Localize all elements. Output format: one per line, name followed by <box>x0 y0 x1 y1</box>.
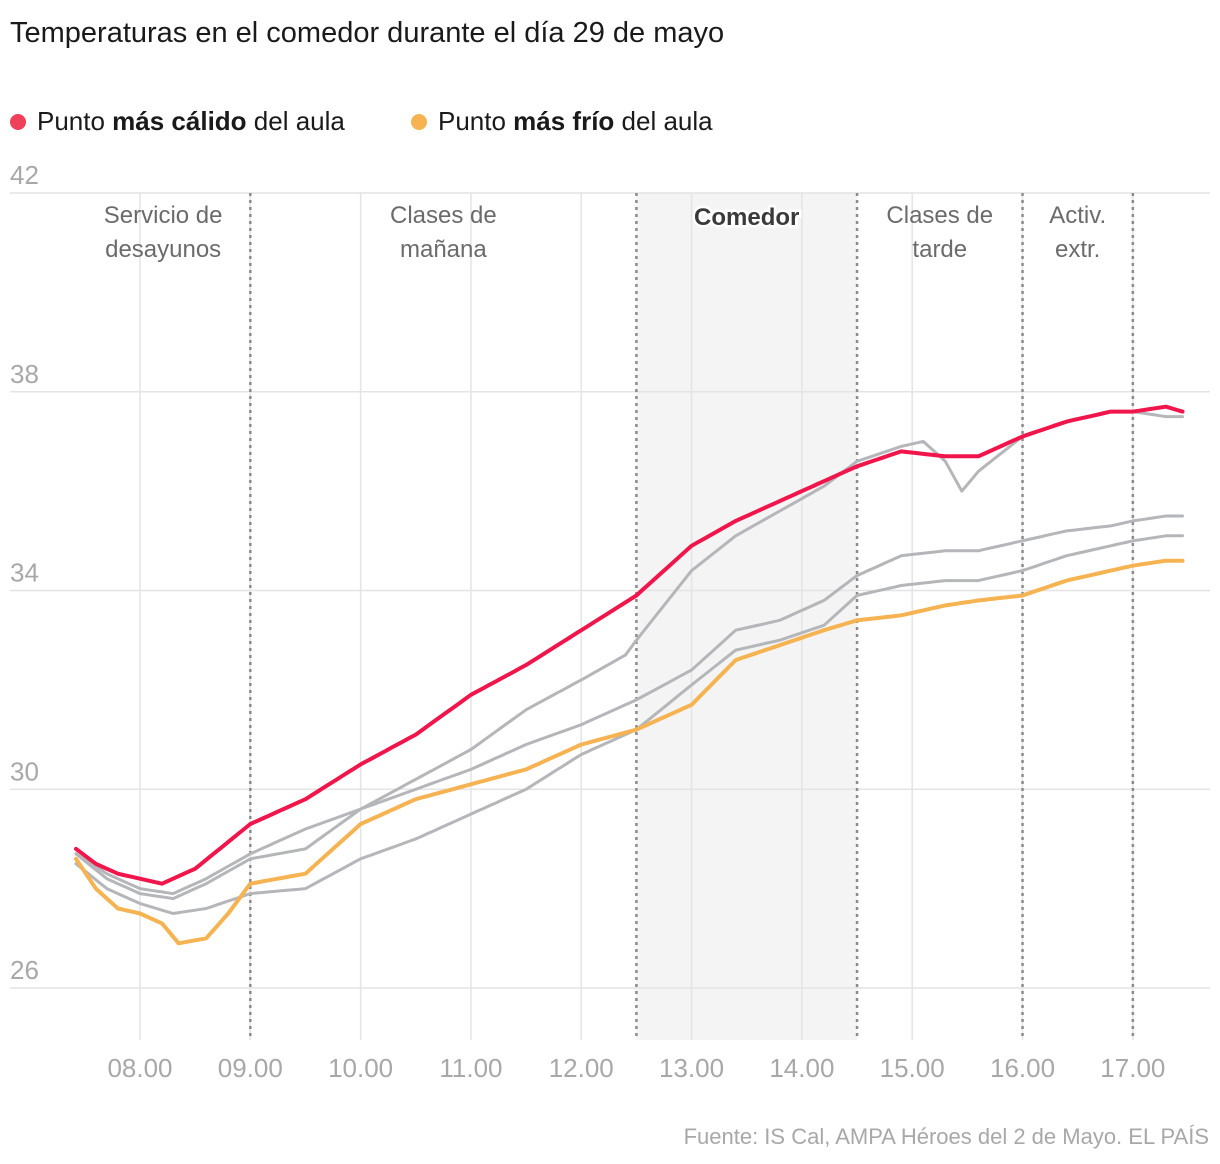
x-tick-label-8: 16.00 <box>990 1053 1055 1083</box>
period-label-3: Clases de tarde <box>886 202 993 263</box>
period-labels: Servicio de desayunos Clases de mañana Comed… <box>104 202 1106 264</box>
y-axis-ticks: 26 30 34 38 42 <box>10 160 39 985</box>
series-layer <box>74 404 1185 946</box>
period-label-1: Clases de mañana <box>390 202 497 263</box>
y-tick-label-0: 26 <box>10 955 39 985</box>
y-tick-label-2: 34 <box>10 558 39 588</box>
source-note: Fuente: IS Cal, AMPA Héroes del 2 de May… <box>684 1124 1209 1149</box>
grid-layer <box>10 192 1210 1040</box>
period-label-0: Servicio de desayunos <box>104 202 223 263</box>
x-tick-label-9: 17.00 <box>1100 1053 1165 1083</box>
legend-label-cold: Punto más frío del aula <box>438 106 713 136</box>
x-tick-label-0: 08.00 <box>107 1053 172 1083</box>
series-line-gray-3 <box>74 514 1184 901</box>
series-line-cold <box>74 558 1185 946</box>
legend-label-warm: Punto más cálido del aula <box>37 106 345 136</box>
period-label-4: Activ. extr. <box>1049 202 1106 263</box>
y-tick-label-4: 42 <box>10 160 39 190</box>
y-tick-label-1: 30 <box>10 756 39 786</box>
period-dividers <box>249 193 1135 1040</box>
x-tick-label-7: 15.00 <box>880 1053 945 1083</box>
highlight-band-2 <box>636 193 858 1040</box>
x-tick-label-6: 14.00 <box>769 1053 834 1083</box>
y-tick-label-3: 38 <box>10 359 39 389</box>
x-axis-ticks: 08.00 09.00 10.00 11.00 12.00 13.00 14.00 15.00… <box>107 1053 1165 1083</box>
chart-title: Temperaturas en el comedor durante el dí… <box>10 17 724 49</box>
x-tick-label-3: 11.00 <box>439 1053 502 1083</box>
series-line-warm <box>74 404 1185 886</box>
highlight-band-layer <box>636 193 858 1040</box>
x-tick-label-5: 13.00 <box>659 1053 724 1083</box>
series-line-gray-2 <box>74 410 1184 896</box>
x-tick-label-4: 12.00 <box>549 1053 614 1083</box>
period-label-2: Comedor <box>694 204 799 231</box>
x-tick-label-2: 10.00 <box>328 1053 393 1083</box>
legend: Punto más cálido del aula Punto más frío… <box>10 106 713 136</box>
x-tick-label-1: 09.00 <box>218 1053 283 1083</box>
legend-swatch-warm <box>10 114 26 130</box>
legend-swatch-cold <box>411 114 427 130</box>
